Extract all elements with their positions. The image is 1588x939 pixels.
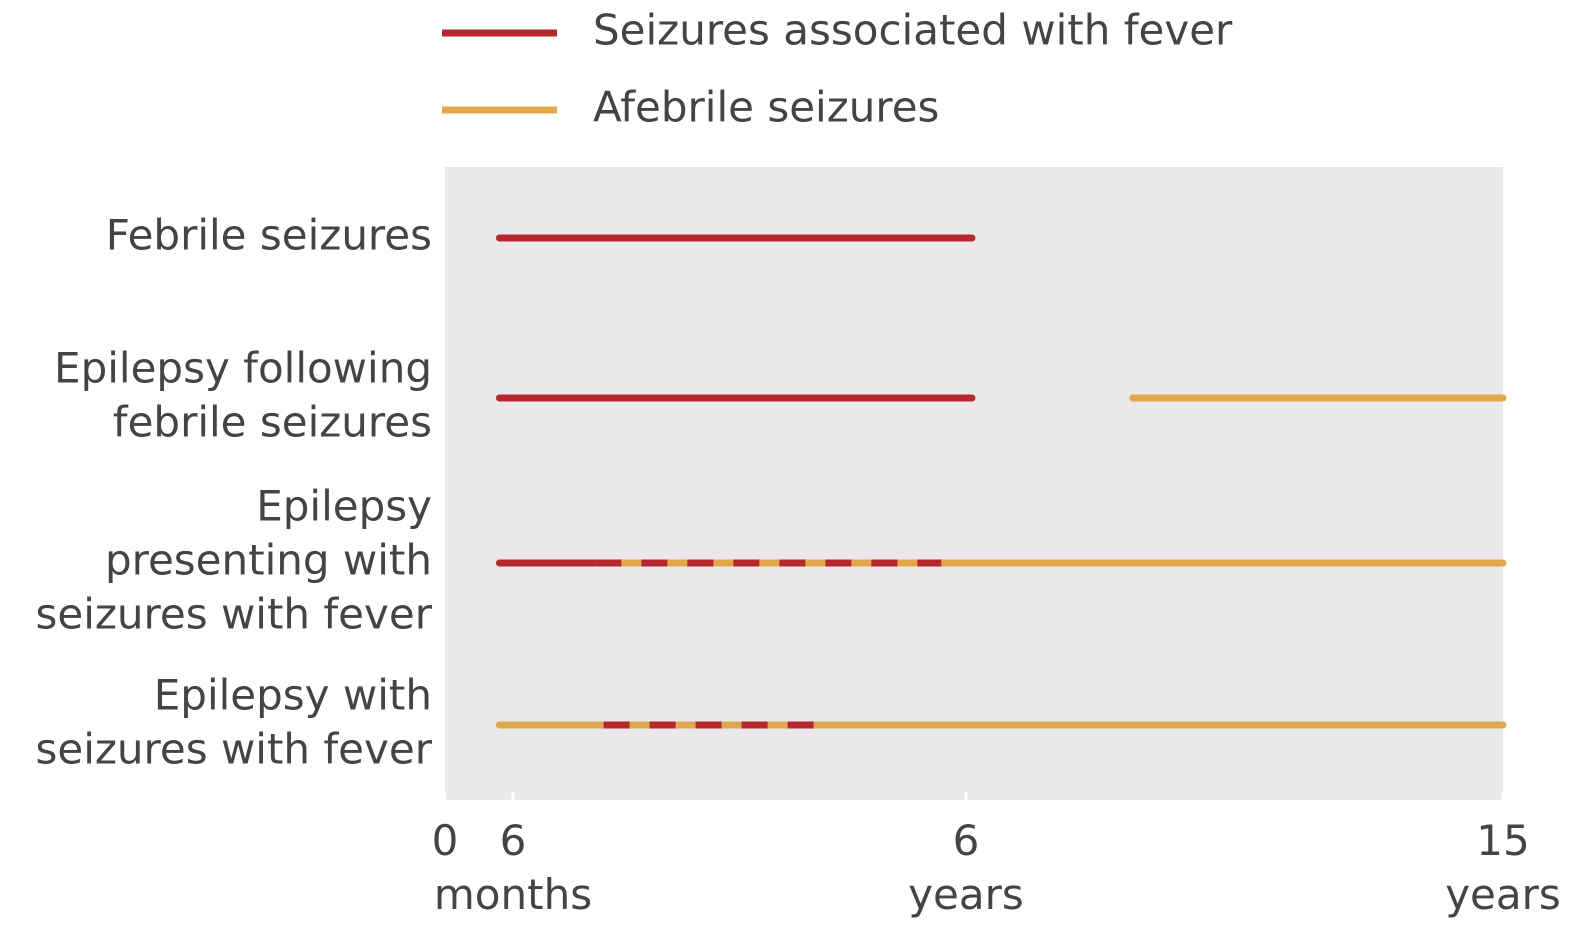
x-tick-label-line: years [1445, 870, 1561, 919]
x-tick-label-line: 15 [1476, 816, 1529, 865]
x-tick-label-line: months [434, 870, 592, 919]
x-tick-label-line: 6 [500, 816, 527, 865]
category-label: febrile seizures [113, 398, 432, 447]
category-label: seizures with fever [35, 725, 432, 774]
x-tick-label-line: years [908, 870, 1024, 919]
category-label: seizures with fever [35, 590, 432, 639]
category-label: Epilepsy with [154, 671, 432, 720]
x-tick-label-line: 0 [432, 816, 459, 865]
legend-label: Seizures associated with fever [593, 6, 1233, 55]
x-tick-label: 6 months [434, 816, 592, 919]
category-label: Febrile seizures [106, 211, 432, 260]
category-label: presenting with [105, 536, 432, 585]
category-label: Epilepsy following [54, 344, 432, 393]
category-label: Epilepsy [256, 482, 432, 531]
x-tick-label-line: 6 [953, 816, 980, 865]
x-tick-label: 6 years [908, 816, 1024, 919]
x-tick-label: 0 [432, 816, 459, 865]
plot-background [445, 167, 1503, 800]
x-tick-label: 15 years [1445, 816, 1561, 919]
legend-label: Afebrile seizures [593, 83, 939, 132]
